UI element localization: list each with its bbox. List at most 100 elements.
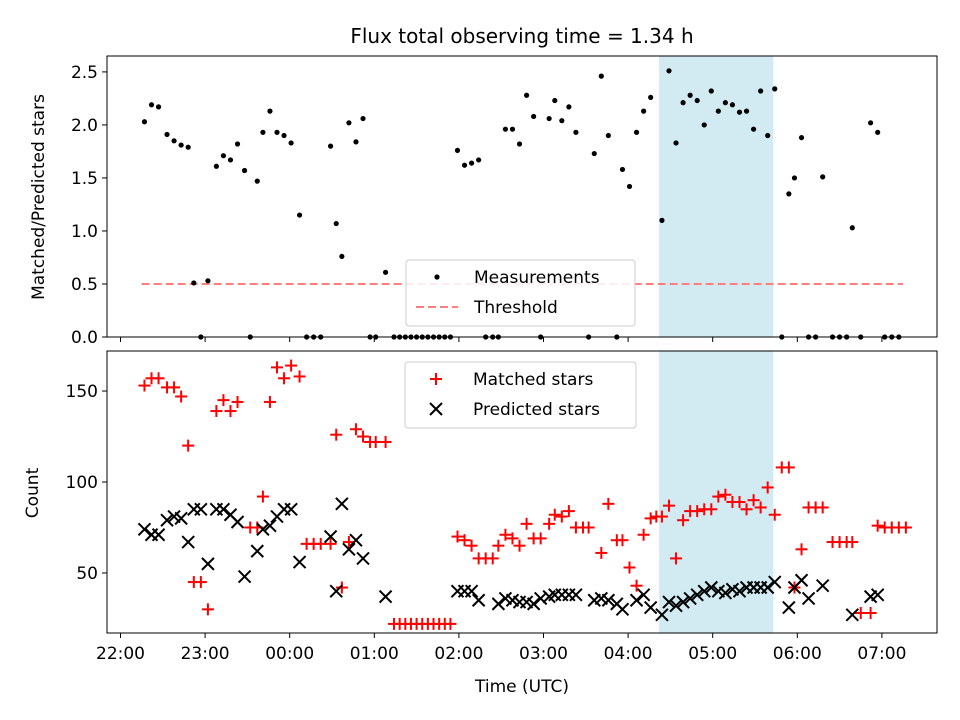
matched-star-point bbox=[194, 576, 207, 589]
x-tick-label: 23:00 bbox=[181, 644, 230, 664]
top-y-tick-label: 0.5 bbox=[71, 275, 98, 295]
measurement-point bbox=[267, 108, 273, 114]
predicted-star-point bbox=[292, 555, 307, 569]
matched-star-point bbox=[899, 521, 912, 534]
measurement-point bbox=[715, 108, 721, 114]
predicted-star-point bbox=[669, 599, 683, 613]
predicted-star-point bbox=[471, 593, 486, 607]
measurement-point bbox=[708, 88, 714, 94]
measurement-point bbox=[178, 142, 184, 148]
matched-star-point bbox=[795, 543, 808, 556]
predicted-star-point bbox=[378, 589, 393, 604]
predicted-star-point bbox=[718, 586, 733, 600]
matched-star-point bbox=[582, 521, 595, 534]
measurement-point bbox=[360, 115, 366, 122]
matched-star-point bbox=[543, 517, 556, 530]
measurement-point bbox=[141, 119, 148, 125]
predicted-star-point bbox=[464, 584, 479, 598]
matched-star-point bbox=[506, 532, 519, 545]
matched-stars-series bbox=[138, 359, 912, 630]
bottom-y-axis-label: Count bbox=[23, 467, 43, 518]
top-y-tick-label: 1.0 bbox=[71, 222, 98, 242]
matched-star-point bbox=[182, 439, 195, 452]
matched-star-point bbox=[444, 617, 457, 630]
matched-star-point bbox=[335, 581, 348, 594]
measurement-point bbox=[220, 153, 227, 159]
x-tick-label: 06:00 bbox=[773, 644, 822, 664]
predicted-star-point bbox=[794, 573, 809, 587]
matched-star-point bbox=[330, 428, 343, 441]
legend-predicted-marker bbox=[429, 402, 443, 416]
measurement-point bbox=[722, 100, 728, 106]
measurement-point bbox=[659, 217, 665, 223]
measurement-point bbox=[729, 102, 736, 108]
matched-star-point bbox=[293, 370, 306, 383]
predicted-star-point bbox=[174, 511, 188, 526]
measurement-point bbox=[531, 113, 537, 120]
predicted-star-point bbox=[845, 608, 859, 622]
predicted-star-point bbox=[732, 584, 747, 598]
bottom-x-axis: 22:00 23:00 00:00 01:00 02:00 03:00 04:00 05:00… bbox=[96, 633, 906, 664]
x-tick-label: 04:00 bbox=[604, 644, 653, 664]
matched-star-point bbox=[263, 395, 276, 408]
bottom-y-tick-label: 100 bbox=[66, 473, 98, 493]
top-y-tick-label: 0.0 bbox=[71, 328, 98, 348]
predicted-star-point bbox=[760, 580, 775, 595]
legend-matched-label: Matched stars bbox=[473, 370, 593, 390]
predicted-star-point bbox=[263, 518, 277, 533]
x-tick-label: 07:00 bbox=[857, 644, 906, 664]
matched-star-point bbox=[152, 372, 165, 385]
measurement-point bbox=[468, 160, 475, 166]
measurement-point bbox=[786, 191, 792, 197]
matched-star-point bbox=[846, 536, 859, 549]
measurement-point bbox=[687, 92, 693, 98]
legend-measurements-marker bbox=[434, 274, 440, 280]
bottom-panel: 50 100 150 22:00 23:00 00:00 01:00 02:00 03:00 0… bbox=[23, 350, 938, 697]
matched-star-point bbox=[768, 508, 781, 521]
matched-star-point bbox=[499, 528, 512, 541]
top-legend: Measurements Threshold bbox=[405, 259, 636, 327]
predicted-star-point bbox=[662, 595, 676, 609]
predicted-star-point bbox=[335, 497, 349, 511]
predicted-star-point bbox=[655, 608, 669, 622]
measurement-point bbox=[673, 140, 679, 146]
predicted-star-point bbox=[250, 544, 264, 558]
predicted-star-point bbox=[629, 593, 644, 607]
measurement-point bbox=[476, 157, 482, 163]
measurement-point bbox=[281, 132, 287, 139]
predicted-star-point bbox=[237, 569, 252, 584]
measurement-point bbox=[680, 100, 686, 106]
matched-star-point bbox=[562, 505, 575, 518]
measurement-point bbox=[227, 157, 234, 163]
bottom-legend: Matched stars Predicted stars bbox=[404, 361, 637, 429]
predicted-star-point bbox=[491, 597, 506, 611]
matched-star-point bbox=[210, 405, 223, 418]
measurement-point bbox=[559, 118, 565, 124]
legend-predicted-label: Predicted stars bbox=[473, 400, 600, 420]
matched-star-point bbox=[677, 514, 690, 527]
matched-star-point bbox=[712, 490, 725, 503]
matched-star-point bbox=[486, 552, 499, 565]
predicted-star-point bbox=[690, 588, 704, 602]
measurement-point bbox=[171, 138, 177, 144]
matched-star-point bbox=[637, 528, 650, 541]
predicted-star-point bbox=[676, 595, 690, 609]
measurement-point bbox=[164, 131, 170, 138]
measurement-point bbox=[205, 278, 211, 284]
predicted-star-point bbox=[533, 591, 548, 606]
matched-star-point bbox=[662, 499, 675, 512]
x-tick-label: 00:00 bbox=[265, 644, 314, 664]
top-y-tick-label: 2.0 bbox=[71, 116, 98, 136]
measurement-point bbox=[213, 163, 219, 169]
predicted-star-point bbox=[349, 533, 363, 547]
matched-star-point bbox=[761, 481, 774, 494]
bottom-y-tick-label: 50 bbox=[76, 564, 98, 584]
predicted-star-point bbox=[815, 578, 830, 593]
matched-star-point bbox=[816, 501, 829, 514]
measurement-point bbox=[772, 86, 778, 92]
predicted-stars-series bbox=[137, 497, 885, 622]
measurement-point bbox=[274, 129, 280, 135]
x-tick-label: 02:00 bbox=[434, 644, 483, 664]
matched-star-point bbox=[555, 510, 568, 523]
